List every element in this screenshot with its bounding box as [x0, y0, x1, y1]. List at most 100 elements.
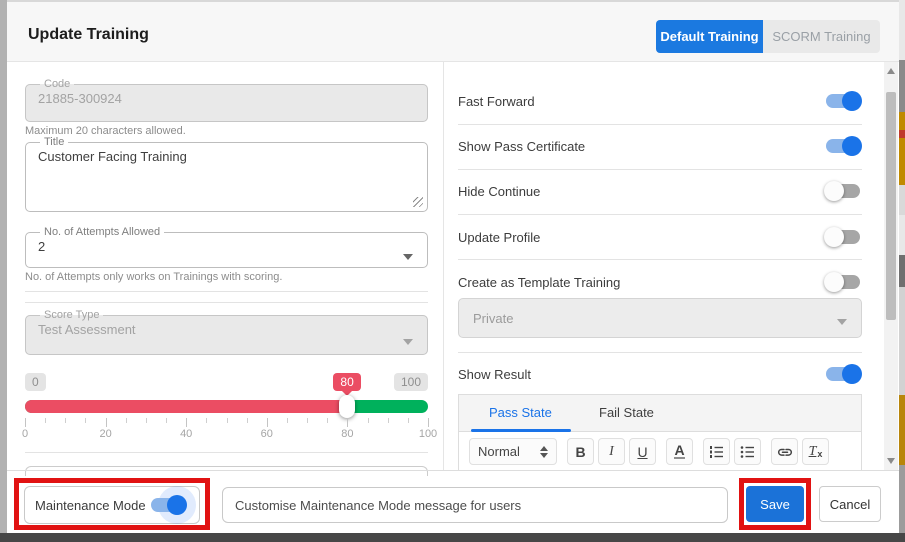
slider-tick-labels: 020406080100	[25, 428, 428, 442]
slider-tick	[126, 418, 127, 423]
bullet-list-icon[interactable]	[734, 438, 761, 465]
slider-tick	[428, 418, 429, 427]
code-value: 21885-300924	[38, 91, 415, 106]
attempts-select[interactable]: No. of Attempts Allowed 2	[25, 226, 428, 268]
title-value[interactable]: Customer Facing Training	[38, 149, 415, 164]
slider-value-badge: 80	[333, 373, 360, 391]
slider-max-badge: 100	[394, 373, 428, 391]
slider-tick-label: 20	[99, 428, 111, 440]
link-icon[interactable]	[771, 438, 798, 465]
column-divider	[443, 62, 444, 470]
format-select[interactable]: Normal	[469, 438, 557, 465]
scrollbar-thumb[interactable]	[886, 92, 896, 320]
result-message-panel: Pass State Fail State Normal B I U A Tx	[458, 394, 862, 470]
resize-handle-icon[interactable]	[413, 197, 423, 207]
show-result-switch[interactable]	[824, 364, 862, 384]
maintenance-mode-label: Maintenance Mode	[35, 498, 146, 513]
divider	[458, 124, 862, 125]
show-pass-certificate-label: Show Pass Certificate	[458, 139, 585, 154]
bold-button[interactable]: B	[567, 438, 594, 465]
show-pass-certificate-switch[interactable]	[824, 136, 862, 156]
title-label: Title	[40, 136, 68, 148]
maintenance-mode-container: Maintenance Mode	[24, 486, 200, 524]
divider	[25, 452, 428, 453]
slider-tick-label: 0	[22, 428, 28, 440]
score-type-label: Score Type	[40, 309, 103, 321]
slider-handle[interactable]	[339, 395, 355, 418]
window-bottom-edge	[0, 533, 905, 542]
maintenance-mode-switch[interactable]	[149, 495, 187, 515]
backdrop-left-strip	[0, 0, 7, 533]
slider-tick	[206, 418, 207, 423]
attempts-label: No. of Attempts Allowed	[40, 226, 164, 238]
scroll-down-icon[interactable]	[887, 458, 895, 464]
slider-tick-label: 60	[261, 428, 273, 440]
slider-tick	[327, 418, 328, 423]
chevron-down-icon	[403, 339, 413, 345]
chevron-down-icon[interactable]	[403, 254, 413, 260]
maintenance-message-input[interactable]	[222, 487, 728, 523]
toggle-row-show-result: Show Result	[458, 362, 862, 386]
toggle-row-update-profile: Update Profile	[458, 225, 862, 249]
update-profile-switch[interactable]	[824, 227, 862, 247]
format-select-value: Normal	[478, 444, 520, 459]
divider	[458, 169, 862, 170]
slider-tick	[247, 418, 248, 423]
tab-default-training[interactable]: Default Training	[656, 20, 763, 53]
attempts-value: 2	[38, 239, 415, 254]
slider-tick	[267, 418, 268, 427]
hide-continue-label: Hide Continue	[458, 184, 540, 199]
save-button[interactable]: Save	[746, 486, 804, 522]
toggle-row-show-pass-certificate: Show Pass Certificate	[458, 134, 862, 158]
show-result-label: Show Result	[458, 367, 531, 382]
vertical-scrollbar[interactable]	[884, 62, 898, 470]
toggle-row-hide-continue: Hide Continue	[458, 179, 862, 203]
divider	[458, 259, 862, 260]
pass-score-slider: 0 100 80 020406080100	[25, 373, 428, 443]
create-template-switch[interactable]	[824, 272, 862, 292]
slider-tick	[45, 418, 46, 423]
slider-fill-red	[25, 400, 347, 413]
slider-ruler	[25, 418, 428, 428]
code-field: Code 21885-300924	[25, 78, 428, 122]
cancel-button[interactable]: Cancel	[819, 486, 881, 522]
slider-track[interactable]	[25, 400, 428, 413]
slider-tick	[65, 418, 66, 423]
title-field[interactable]: Title Customer Facing Training	[25, 136, 428, 212]
slider-tick	[186, 418, 187, 427]
slider-tick-label: 40	[180, 428, 192, 440]
slider-tick	[25, 418, 26, 427]
training-type-tabs: Default Training SCORM Training	[656, 20, 880, 53]
toggle-row-fast-forward: Fast Forward	[458, 89, 862, 113]
clear-format-icon[interactable]: Tx	[802, 438, 829, 465]
tab-pass-state[interactable]: Pass State	[489, 405, 552, 420]
score-type-value: Test Assessment	[38, 322, 415, 337]
tab-scorm-training[interactable]: SCORM Training	[763, 20, 880, 53]
divider	[458, 214, 862, 215]
slider-tick	[307, 418, 308, 423]
slider-tick	[106, 418, 107, 427]
slider-tick	[166, 418, 167, 423]
underline-button[interactable]: U	[629, 438, 656, 465]
cutoff-field	[25, 466, 428, 476]
sort-caret-icon	[540, 446, 548, 458]
hide-continue-switch[interactable]	[824, 181, 862, 201]
chevron-down-icon	[837, 319, 847, 325]
scroll-up-icon[interactable]	[887, 68, 895, 74]
slider-tick	[408, 418, 409, 423]
slider-tick	[388, 418, 389, 423]
italic-button[interactable]: I	[598, 438, 625, 465]
editor-toolbar: Normal B I U A Tx	[459, 432, 861, 471]
ordered-list-icon[interactable]	[703, 438, 730, 465]
slider-tick	[368, 418, 369, 423]
tab-fail-state[interactable]: Fail State	[599, 405, 654, 420]
slider-min-badge: 0	[25, 373, 46, 391]
text-color-button[interactable]: A	[666, 438, 693, 465]
divider	[25, 302, 428, 303]
code-label: Code	[40, 78, 74, 90]
fast-forward-switch[interactable]	[824, 91, 862, 111]
create-template-label: Create as Template Training	[458, 275, 620, 290]
result-tabs-bar: Pass State Fail State	[459, 395, 861, 432]
update-profile-label: Update Profile	[458, 230, 540, 245]
visibility-value: Private	[473, 311, 513, 326]
